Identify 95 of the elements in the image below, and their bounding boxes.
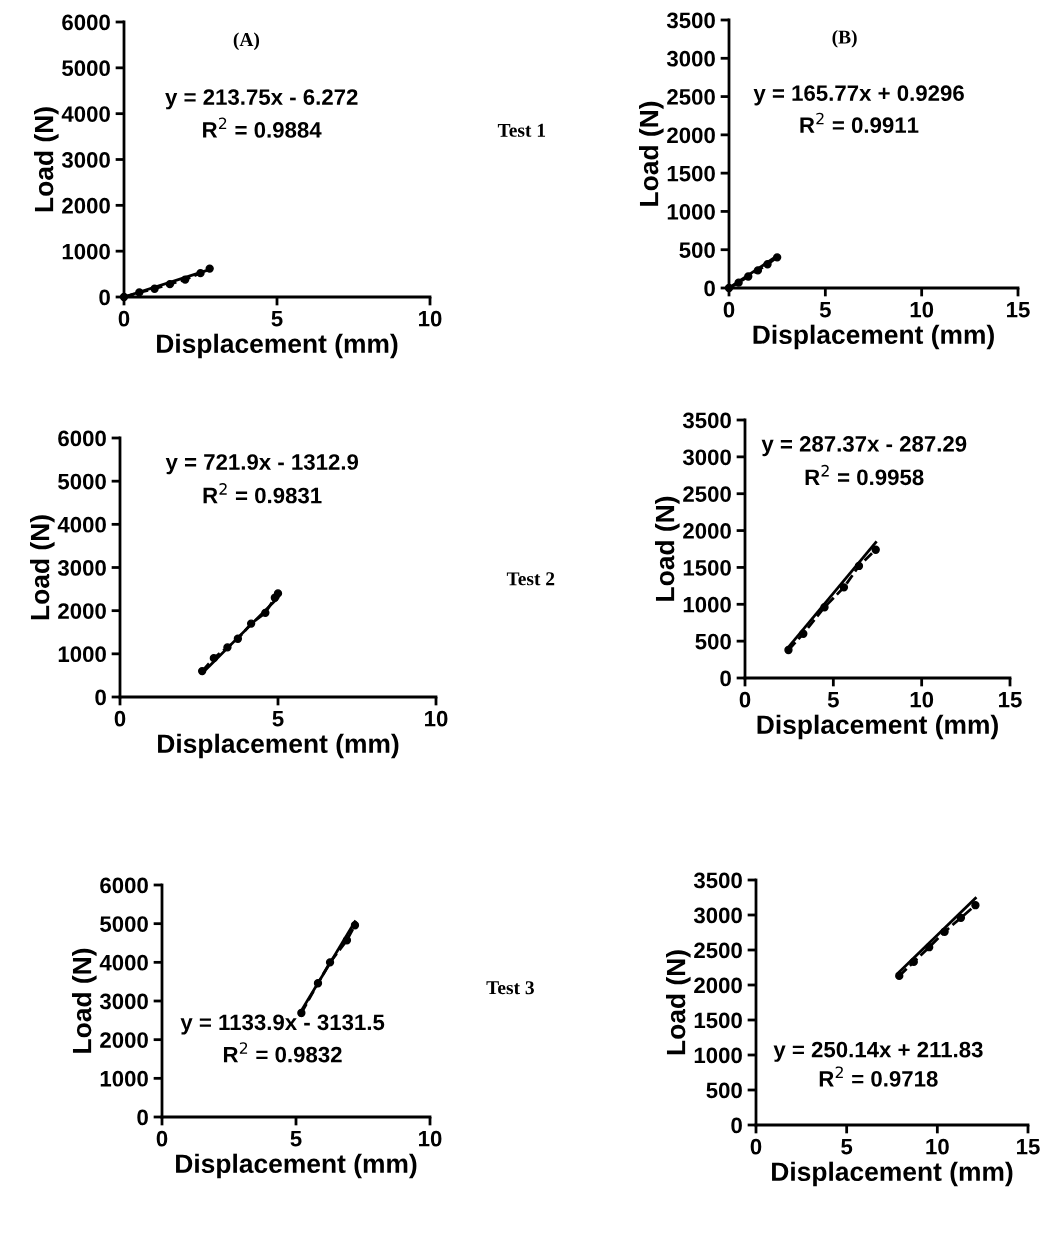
y-tick-label: 0 xyxy=(137,1109,148,1126)
y-tick-label: 500 xyxy=(706,1082,742,1099)
annotation: y = 213.75x - 6.272 xyxy=(165,89,358,110)
x-axis-title: Displacement (mm) xyxy=(757,714,998,740)
y-axis-title: Load (N) xyxy=(666,950,691,1055)
y-tick-label: 3500 xyxy=(666,12,715,29)
y-tick-label: 6000 xyxy=(58,430,106,447)
annotation: y = 165.77x + 0.9296 xyxy=(753,85,964,106)
annotation: R$^{2}$ = 0.9884 xyxy=(203,117,322,138)
y-tick-label: 500 xyxy=(679,242,715,258)
y-tick-label: 3000 xyxy=(693,907,742,924)
y-tick-label: 2000 xyxy=(62,197,110,214)
y-tick-label: 2000 xyxy=(683,523,731,539)
y-tick-label: 2500 xyxy=(683,486,731,502)
x-tick-label: 10 xyxy=(910,301,934,318)
x-axis-title: Displacement (mm) xyxy=(753,324,994,350)
y-tick-label: 1500 xyxy=(694,1012,742,1029)
y-tick-label: 3000 xyxy=(682,449,731,466)
annotation: y = 721.9x - 1312.9 xyxy=(165,454,359,475)
y-tick-label: 6000 xyxy=(62,14,110,31)
x-axis-title: Displacement (mm) xyxy=(158,733,399,759)
annotation: y = 1133.9x - 3131.5 xyxy=(180,1014,385,1035)
y-tick-label: 2000 xyxy=(694,977,742,994)
y-tick-label: 4000 xyxy=(57,516,106,533)
y-tick-label: 1000 xyxy=(100,1070,148,1087)
y-tick-label: 1500 xyxy=(667,165,715,182)
y-tick-label: 0 xyxy=(731,1117,742,1134)
y-axis-title: Load (N) xyxy=(639,101,664,206)
x-tick-label: 0 xyxy=(156,1130,168,1147)
y-tick-label: 2500 xyxy=(667,89,715,105)
annotation: y = 287.37x - 287.29 xyxy=(761,436,967,457)
y-tick-label: 5000 xyxy=(62,60,110,77)
text: Test 3 xyxy=(486,981,534,995)
text: Test 1 xyxy=(497,123,546,137)
y-tick-label: 0 xyxy=(720,670,731,687)
x-axis-title: Displacement (mm) xyxy=(176,1153,417,1179)
x-tick-label: 5 xyxy=(272,711,284,727)
y-tick-label: 3500 xyxy=(693,872,742,889)
x-axis-title: Displacement (mm) xyxy=(772,1161,1013,1187)
y-tick-label: 3500 xyxy=(682,412,731,429)
chart-title: (B) xyxy=(832,29,857,48)
annotation: R$^{2}$ = 0.9958 xyxy=(805,464,924,486)
y-axis-title: Load (N) xyxy=(30,515,55,620)
x-tick-label: 10 xyxy=(910,691,934,708)
y-tick-label: 3000 xyxy=(57,560,106,576)
y-tick-label: 2000 xyxy=(58,603,106,619)
y-axis-title: Load (N) xyxy=(655,496,680,601)
x-tick-label: 5 xyxy=(841,1139,853,1155)
y-tick-label: 6000 xyxy=(100,877,148,894)
annotation: R$^{2}$ = 0.9832 xyxy=(223,1042,342,1063)
y-tick-label: 1000 xyxy=(62,243,110,260)
text: Test 2 xyxy=(506,572,555,586)
y-tick-label: 5000 xyxy=(58,473,106,490)
x-tick-label: 0 xyxy=(750,1138,762,1155)
x-tick-label: 5 xyxy=(271,311,283,327)
x-tick-label: 5 xyxy=(290,1131,302,1147)
y-tick-label: 0 xyxy=(99,289,110,306)
point xyxy=(971,901,980,910)
y-tick-label: 1000 xyxy=(58,646,106,663)
y-tick-label: 2500 xyxy=(694,942,742,959)
x-tick-label: 5 xyxy=(827,692,839,708)
y-tick-label: 4000 xyxy=(61,106,110,122)
x-tick-label: 10 xyxy=(419,1130,442,1147)
y-tick-label: 1000 xyxy=(667,203,715,220)
y-tick-label: 2000 xyxy=(667,127,715,144)
annotation: R$^{2}$ = 0.9911 xyxy=(800,112,919,133)
y-tick-label: 1500 xyxy=(683,559,731,576)
x-tick-label: 15 xyxy=(999,692,1022,708)
y-tick-label: 3000 xyxy=(99,993,148,1010)
y-axis-title: Load (N) xyxy=(72,948,97,1053)
y-tick-label: 5000 xyxy=(100,916,148,932)
point xyxy=(273,589,283,598)
y-axis-title: Load (N) xyxy=(34,107,59,212)
point xyxy=(839,583,849,592)
y-tick-label: 4000 xyxy=(99,954,148,971)
y-tick-label: 3000 xyxy=(666,50,715,67)
point xyxy=(784,645,793,655)
x-tick-label: 10 xyxy=(419,310,442,327)
x-axis-title: Displacement (mm) xyxy=(157,333,398,359)
x-tick-label: 10 xyxy=(926,1138,949,1155)
x-tick-label: 10 xyxy=(425,710,448,727)
x-tick-label: 15 xyxy=(1007,302,1030,318)
x-tick-label: 15 xyxy=(1017,1139,1040,1155)
y-tick-label: 500 xyxy=(695,633,731,650)
y-tick-label: 1000 xyxy=(683,596,731,613)
point xyxy=(871,545,880,554)
y-tick-label: 0 xyxy=(704,280,715,297)
y-tick-label: 3000 xyxy=(61,152,110,168)
annotation: R$^{2}$ = 0.9718 xyxy=(819,1066,938,1087)
chart-title: (A) xyxy=(233,32,260,51)
y-tick-label: 2000 xyxy=(100,1032,148,1048)
annotation: R$^{2}$ = 0.9831 xyxy=(203,483,322,504)
y-tick-label: 1000 xyxy=(694,1047,742,1064)
x-tick-label: 5 xyxy=(819,302,831,318)
annotation: y = 250.14x + 211.83 xyxy=(773,1041,983,1062)
